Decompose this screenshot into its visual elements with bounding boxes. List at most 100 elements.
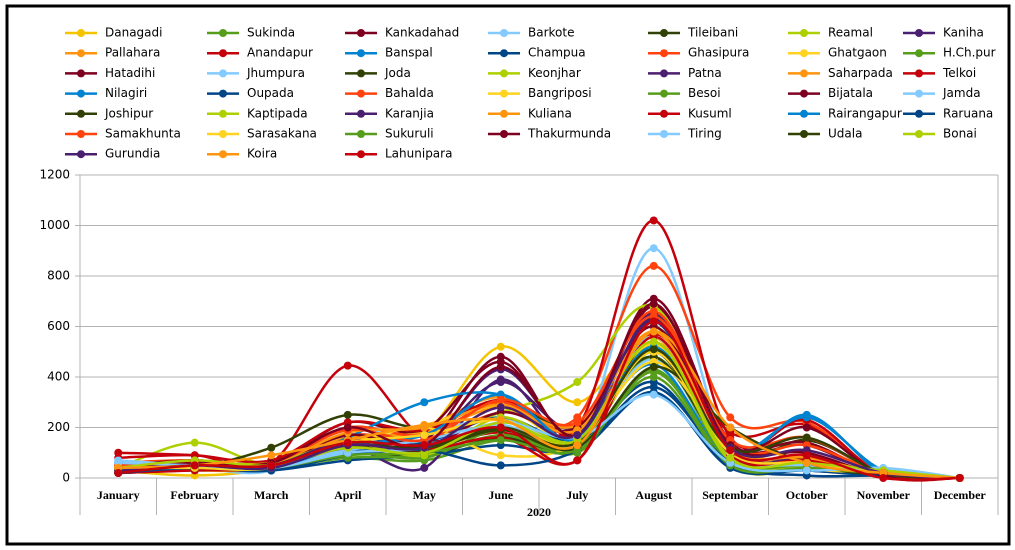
x-tick-label: May [413,488,436,502]
legend-marker [77,89,85,98]
legend-marker [219,130,227,138]
legend-label: Banspal [385,46,433,60]
data-point [496,395,505,404]
legend-marker [357,89,365,98]
data-point [343,438,352,447]
y-tick-label: 400 [47,370,70,384]
y-tick-label: 800 [47,269,70,283]
legend-marker [660,29,668,37]
x-tick-label: December [934,488,987,502]
legend-label: Barkote [528,26,574,40]
legend-marker [660,130,668,138]
data-point [420,441,429,450]
data-point [649,345,658,354]
legend-label: Ghatgaon [828,46,887,60]
data-point [573,398,582,407]
legend-marker [219,49,227,58]
legend-label: Tiring [687,127,722,141]
data-point [802,466,811,475]
legend-label: Samakhunta [105,127,181,141]
plot [114,216,964,482]
legend-label: Karanjia [385,106,434,120]
y-tick-label: 1000 [39,218,70,232]
data-point [649,299,658,308]
data-point [267,461,276,470]
legend-marker [915,69,923,78]
legend-marker [357,29,365,37]
legend-label: Pallahara [105,46,160,60]
data-point [114,448,123,457]
legend-label: Raruana [943,106,993,120]
legend-label: Kaptipada [247,106,308,120]
legend-label: Bangriposi [528,86,592,100]
data-point [420,420,429,429]
x-axis-title: 2020 [527,505,551,519]
data-point [649,362,658,371]
x-tick-label: Septembar [702,488,759,502]
legend-label: H.Ch.pur [943,46,996,60]
data-point [726,423,735,432]
legend-label: Sukuruli [385,127,434,141]
data-point [343,410,352,419]
legend-marker [357,49,365,58]
data-point [496,403,505,412]
y-tick-label: 600 [47,319,70,333]
data-point [190,461,199,470]
legend-marker [660,69,668,78]
data-point [496,423,505,432]
legend-label: Hatadihi [105,66,155,80]
legend-label: Nilagiri [105,86,147,100]
legend-marker [219,29,227,37]
y-tick-label: 200 [47,420,70,434]
data-point [802,423,811,432]
data-point [649,390,658,399]
data-point [343,361,352,370]
data-point [573,418,582,427]
legend-label: Besoi [688,86,721,100]
y-tick-label: 0 [62,471,70,485]
data-point [114,468,123,477]
data-point [573,441,582,450]
data-point [955,474,964,482]
legend-marker [357,69,365,78]
legend: Danagadi Sukinda Kankadahad Barkote Tileiban… [65,26,996,161]
data-point [649,373,658,381]
legend-marker [660,49,668,58]
legend-label: Kuliana [528,106,572,120]
legend-label: Jhumpura [246,66,305,80]
x-tick-label: August [635,488,672,502]
data-point [649,383,658,392]
x-tick-label: November [857,488,911,502]
legend-marker [357,109,365,118]
legend-label: Bahalda [385,86,434,100]
legend-label: Telkoi [942,66,976,80]
legend-label: Lahunipara [385,147,452,161]
data-point [496,451,505,460]
data-point [802,451,811,460]
grid: 0 200 400 600 800 1000 1200 January February Marc… [39,168,999,519]
legend-marker [219,89,227,98]
x-tick-label: July [566,488,588,502]
legend-label: Thakurmunda [527,127,611,141]
legend-marker [915,109,923,118]
data-point [649,337,658,346]
data-point [573,378,582,387]
legend-marker [800,130,808,138]
legend-marker [660,89,668,98]
data-point [573,431,582,440]
legend-label: Gurundia [105,147,160,161]
data-point [190,438,199,447]
data-point [649,261,658,270]
legend-marker [500,69,508,78]
x-tick-label: February [170,488,219,502]
legend-label: Sarasakana [247,127,317,141]
data-point [420,431,429,440]
data-point [496,415,505,424]
legend-label: Udala [828,127,862,141]
data-point [879,474,888,482]
legend-label: Keonjhar [528,66,581,80]
data-point [267,443,276,452]
data-point [802,433,811,442]
legend-marker [915,89,923,98]
data-point [496,342,505,351]
